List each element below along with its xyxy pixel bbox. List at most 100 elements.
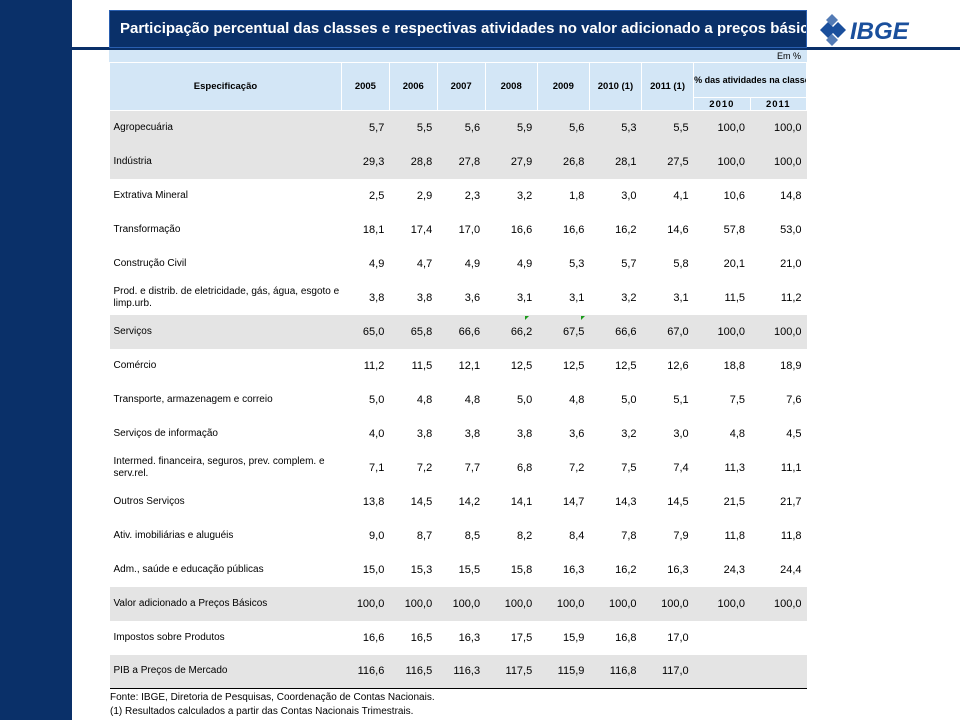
table-cell: 115,9 <box>537 654 590 689</box>
table-cell: 7,4 <box>673 461 689 474</box>
table-cell: 8,2 <box>516 529 533 542</box>
table-cell: 4,1 <box>673 189 689 202</box>
table-cell: 7,2 <box>569 461 585 474</box>
table-cell: 117,5 <box>485 654 538 689</box>
table-row: Intermed. financeira, seguros, prev. com… <box>110 451 807 485</box>
table-cell: 8,7 <box>416 529 433 542</box>
table-cell: 7,5 <box>621 461 637 474</box>
row-label: Extrativa Mineral <box>113 189 188 201</box>
table-cell: 2,3 <box>464 189 481 202</box>
table-cell: 2,9 <box>416 189 433 202</box>
table-cell: 100,0 <box>750 586 807 621</box>
table-cell: 100,0 <box>750 110 807 145</box>
table-cell: 14,3 <box>615 495 637 508</box>
table-cell: 21,0 <box>780 257 802 270</box>
table-cell: 11,5 <box>411 359 433 372</box>
table-cell: 7,5 <box>729 393 746 406</box>
table-cell: 7,8 <box>621 529 637 542</box>
table-cell: 116,5 <box>389 654 438 689</box>
table-cell: 7,6 <box>786 393 802 406</box>
table-cell: 18,9 <box>780 359 802 372</box>
table-row: Transporte, armazenagem e correio 5,0 4,8 4… <box>110 383 807 417</box>
table-cell: 14,1 <box>510 495 533 508</box>
row-label: Prod. e distrib. de eletricidade, gás, á… <box>113 285 340 309</box>
table-cell: 3,6 <box>464 291 481 304</box>
table-cell: 5,1 <box>673 393 689 406</box>
table-cell: 17,0 <box>458 223 481 236</box>
row-label: Transformação <box>113 223 181 235</box>
table-cell: 12,5 <box>615 359 637 372</box>
table-cell: 100,0 <box>589 586 642 621</box>
table-cell: 8,4 <box>569 529 585 542</box>
table-cell: 65,8 <box>389 314 438 349</box>
table-cell: 3,1 <box>673 291 689 304</box>
table-cell: 57,8 <box>723 223 746 236</box>
table-cell <box>694 621 750 655</box>
table-cell: 15,8 <box>510 563 533 576</box>
table-cell: 5,6 <box>537 110 590 145</box>
table-cell: 12,5 <box>562 359 585 372</box>
table-cell: 15,5 <box>458 563 481 576</box>
table-cell: 5,0 <box>369 393 385 406</box>
header-pct-group: % das atividades na classe <box>693 62 807 98</box>
table-cell: 29,3 <box>341 144 390 179</box>
table-cell: 3,8 <box>416 427 433 440</box>
table-row: Transformação 18,1 17,4 17,0 16,6 16,6 16,2 14,… <box>110 213 807 247</box>
table-cell: 15,0 <box>362 563 385 576</box>
table-cell: 3,2 <box>621 427 637 440</box>
header-year: 2011 (1) <box>641 62 695 111</box>
table-cell: 26,8 <box>537 144 590 179</box>
row-label: Valor adicionado a Preços Básicos <box>109 586 342 621</box>
table-cell: 8,5 <box>464 529 481 542</box>
row-label: Comércio <box>113 359 157 371</box>
row-label: Serviços de informação <box>113 427 219 439</box>
table-cell: 9,0 <box>369 529 385 542</box>
table-cell: 4,8 <box>416 393 433 406</box>
table-cell: 53,0 <box>780 223 802 236</box>
table-cell <box>750 654 807 689</box>
table-row: Serviços de informação 4,0 3,8 3,8 3,8 3,6 3,2… <box>110 417 807 451</box>
table-cell: 7,1 <box>369 461 385 474</box>
table-cell: 5,0 <box>516 393 533 406</box>
table-cell: 21,5 <box>723 495 746 508</box>
table-cell: 5,3 <box>589 110 642 145</box>
table-row: Serviços 65,0 65,8 66,6 66,2 67,5 66,6 67,0 100,… <box>109 314 807 349</box>
top-rule <box>0 47 960 50</box>
table-cell: 16,6 <box>510 223 533 236</box>
table-row: Indústria 29,3 28,8 27,8 27,9 26,8 28,1 27,5 100… <box>109 144 807 179</box>
table-cell: 5,8 <box>673 257 689 270</box>
table-cell: 2,5 <box>369 189 385 202</box>
table-cell: 15,9 <box>562 631 585 644</box>
table-cell: 6,8 <box>516 461 533 474</box>
table-cell: 66,6 <box>437 314 486 349</box>
table-cell: 5,5 <box>641 110 694 145</box>
table-cell: 3,2 <box>621 291 637 304</box>
table-cell: 16,3 <box>667 563 689 576</box>
table-cell: 3,8 <box>516 427 533 440</box>
table-cell: 16,8 <box>615 631 637 644</box>
table-cell: 3,2 <box>516 189 533 202</box>
table-cell: 5,7 <box>621 257 637 270</box>
table-row: Valor adicionado a Preços Básicos 100,0 10… <box>109 586 807 621</box>
table-cell: 5,9 <box>485 110 538 145</box>
table-row: Agropecuária 5,7 5,5 5,6 5,9 5,6 5,3 5,5 100,0 10… <box>109 110 807 145</box>
table-cell: 66,2 <box>485 314 538 349</box>
row-label: Construção Civil <box>113 257 187 269</box>
table-cell: 5,3 <box>569 257 585 270</box>
table-cell: 3,1 <box>569 291 585 304</box>
table-cell: 18,8 <box>723 359 746 372</box>
table-cell: 14,8 <box>780 189 802 202</box>
table-cell: 16,2 <box>615 223 637 236</box>
table-cell: 12,1 <box>458 359 481 372</box>
table-cell: 100,0 <box>485 586 538 621</box>
table-cell: 16,2 <box>615 563 637 576</box>
table-cell: 12,6 <box>667 359 689 372</box>
table-cell: 4,8 <box>569 393 585 406</box>
table-cell: 27,8 <box>437 144 486 179</box>
table-cell: 20,1 <box>723 257 746 270</box>
table-cell: 14,5 <box>410 495 433 508</box>
table-cell: 100,0 <box>389 586 438 621</box>
table-cell: 100,0 <box>750 144 807 179</box>
table-cell <box>693 654 751 689</box>
table-cell: 116,3 <box>437 654 486 689</box>
